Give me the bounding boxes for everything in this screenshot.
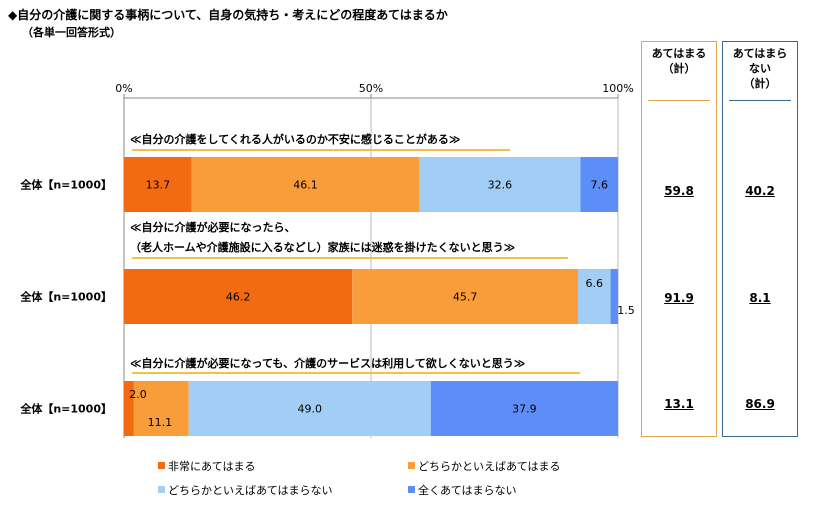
total-yes-header: あてはまる （計） <box>651 47 707 75</box>
bar-segment-1-1 <box>124 157 192 212</box>
value-label-3-1: 2.0 <box>129 388 147 401</box>
legend-swatch-1 <box>158 462 165 469</box>
question-text-1-line-1: ≪自分の介護をしてくれる人がいるのか不安に感じることがある≫ <box>130 132 460 146</box>
legend-swatch-2 <box>408 462 415 469</box>
total-yes-row-3: 13.1 <box>664 397 694 411</box>
bar-segment-1-2 <box>191 157 420 212</box>
axis-tick-label-2: 100% <box>602 82 633 95</box>
legend-swatch-3 <box>158 486 165 493</box>
bar-segment-3-1 <box>124 381 134 436</box>
bar-segment-1-3 <box>419 157 581 212</box>
legend-label-3: どちらかといえばあてはまらない <box>168 484 333 497</box>
bar-segment-3-2 <box>133 381 189 436</box>
row-label-3: 全体【n=1000】 <box>19 402 112 416</box>
total-no-row-2: 8.1 <box>749 291 771 305</box>
question-text-2-line-1: ≪自分に介護が必要になったら、 <box>130 220 296 234</box>
value-label-1-4: 7.6 <box>590 179 608 192</box>
value-label-3-3: 49.0 <box>297 403 322 416</box>
value-label-1-3: 32.6 <box>488 179 513 192</box>
bar-segment-2-4 <box>610 269 618 324</box>
legend-swatch-4 <box>408 486 415 493</box>
bar-segment-2-1 <box>124 269 353 324</box>
row-label-2: 全体【n=1000】 <box>19 290 112 304</box>
value-label-1-2: 46.1 <box>293 179 318 192</box>
total-yes-divider <box>648 100 710 102</box>
chart-title: ◆自分の介護に関する事柄について、自身の気持ち・考えにどの程度あてはまるか <box>8 8 448 22</box>
bar-segment-3-3 <box>188 381 431 436</box>
value-label-1-1: 13.7 <box>146 179 171 192</box>
value-label-2-1: 46.2 <box>226 291 251 304</box>
chart-subtitle: （各単一回答形式） <box>22 26 121 39</box>
bar-segment-2-2 <box>352 269 578 324</box>
bar-segment-1-4 <box>580 157 618 212</box>
bar-segment-2-3 <box>577 269 611 324</box>
total-yes-box: あてはまる （計） 59.8 91.9 13.1 <box>641 41 717 437</box>
value-label-3-4: 37.9 <box>512 403 537 416</box>
axis-tick-label-0: 0% <box>115 82 132 95</box>
legend-label-4: 全くあてはまらない <box>418 483 517 497</box>
total-no-row-3: 86.9 <box>745 397 775 411</box>
total-no-box: あてはまら ない （計） 40.2 8.1 86.9 <box>722 41 798 437</box>
total-yes-row-2: 91.9 <box>664 291 694 305</box>
value-label-2-3: 6.6 <box>586 277 604 290</box>
value-label-2-4: 1.5 <box>617 304 635 317</box>
total-no-divider <box>729 100 791 102</box>
legend-label-1: 非常にあてはまる <box>168 460 256 473</box>
question-text-3-line-1: ≪自分に介護が必要になっても、介護のサービスは利用して欲しくないと思う≫ <box>130 356 525 370</box>
value-label-3-2: 11.1 <box>148 416 173 429</box>
total-no-row-1: 40.2 <box>745 184 775 198</box>
total-yes-row-1: 59.8 <box>664 184 694 198</box>
value-label-2-2: 45.7 <box>453 291 478 304</box>
legend-label-2: どちらかといえばあてはまる <box>418 460 561 473</box>
axis-tick-label-1: 50% <box>359 82 383 95</box>
total-no-header: あてはまら ない （計） <box>732 47 788 90</box>
bar-segment-3-4 <box>430 381 618 436</box>
row-label-1: 全体【n=1000】 <box>19 178 112 192</box>
question-text-2-line-2: （老人ホームや介護施設に入るなどし）家族には迷惑を掛けたくないと思う≫ <box>130 240 515 254</box>
